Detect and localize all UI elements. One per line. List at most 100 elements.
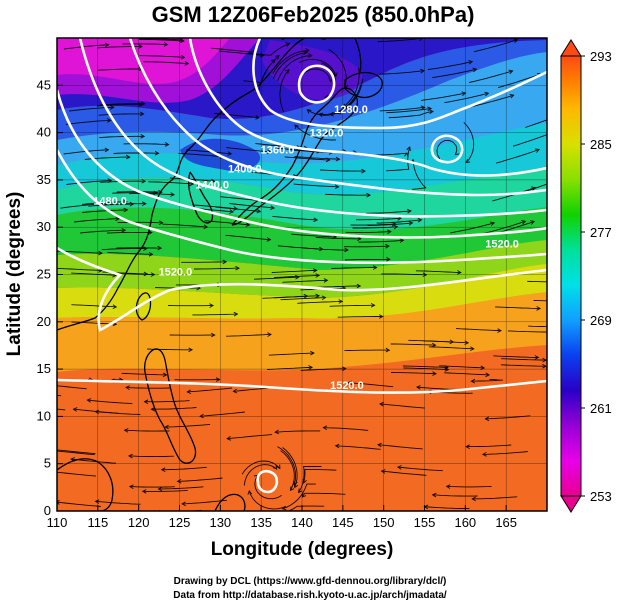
streamline xyxy=(337,316,383,318)
y-tick-label: 35 xyxy=(37,172,51,187)
streamline xyxy=(101,248,147,251)
streamline-arrow xyxy=(356,236,362,242)
streamline xyxy=(57,449,96,455)
streamline-arrow xyxy=(143,271,149,277)
streamline xyxy=(352,226,398,229)
streamline xyxy=(386,108,432,114)
streamline xyxy=(99,103,145,106)
coastline-korea xyxy=(188,171,214,224)
streamline-arrow xyxy=(407,208,412,214)
streamline-arrow xyxy=(295,274,300,280)
streamline-arrow xyxy=(215,377,221,382)
contour-low-east xyxy=(430,134,464,164)
streamline-arrow xyxy=(184,61,190,66)
streamline xyxy=(376,219,422,224)
streamline xyxy=(117,221,163,224)
streamline-arrow xyxy=(20,405,24,409)
streamline-arrow xyxy=(270,205,276,211)
streamline xyxy=(97,68,143,71)
streamline xyxy=(328,49,347,89)
streamline xyxy=(271,269,317,273)
x-tick-label: 140 xyxy=(291,515,313,530)
streamline xyxy=(124,429,170,432)
streamline-arrow xyxy=(51,470,55,474)
streamline-arrow xyxy=(294,124,299,130)
streamline xyxy=(381,273,427,276)
streamline xyxy=(355,217,401,221)
streamline-arrow xyxy=(98,250,103,256)
x-tick-label: 135 xyxy=(250,515,272,530)
colorbar-top-arrow xyxy=(560,39,582,57)
y-axis-ticks: 0 5 10 15 20 25 30 35 40 45 xyxy=(37,77,63,518)
streamline-arrow xyxy=(150,272,156,277)
streamline-arrow xyxy=(157,245,163,251)
streamline-arrow xyxy=(210,178,216,184)
streamline xyxy=(350,223,396,226)
streamline-arrow xyxy=(285,42,291,47)
streamline-arrow xyxy=(513,38,519,44)
x-tick-label: 125 xyxy=(169,515,191,530)
contour-label: 1440.0 xyxy=(195,180,229,192)
streamline-arrow xyxy=(180,54,186,60)
streamline xyxy=(165,423,211,428)
contour-1520-north xyxy=(57,246,547,332)
streamline xyxy=(367,222,413,226)
y-tick-label: 0 xyxy=(44,503,51,518)
streamline-arrow xyxy=(485,372,491,378)
streamline-arrow xyxy=(325,157,331,163)
streamline-arrow xyxy=(444,365,449,370)
streamline-arrow xyxy=(158,220,164,226)
streamline xyxy=(428,346,474,350)
coastline-hokkaido xyxy=(344,71,383,99)
streamline xyxy=(112,192,158,194)
streamline xyxy=(381,470,427,476)
streamline xyxy=(412,159,427,190)
streamline-arrow xyxy=(484,91,490,97)
streamline-arrow xyxy=(497,328,502,333)
colorbar-bottom-arrow xyxy=(560,495,582,513)
streamline-arrow xyxy=(150,406,156,412)
streamline xyxy=(211,47,257,54)
streamline xyxy=(497,73,542,89)
streamline xyxy=(113,379,123,381)
colorbar-labels: 293 285 277 269 261 253 xyxy=(581,49,612,504)
streamline xyxy=(379,403,425,409)
streamline xyxy=(432,494,478,497)
streamline-arrow xyxy=(420,68,425,74)
streamline-arrow xyxy=(160,467,166,472)
streamline-arrow xyxy=(464,340,470,346)
streamline-arrow xyxy=(471,496,476,502)
streamline xyxy=(298,466,322,493)
streamline-arrow xyxy=(318,112,324,118)
streamline-arrow xyxy=(50,449,54,453)
streamline-arrow xyxy=(470,378,476,384)
streamline xyxy=(507,330,547,333)
streamline-arrow xyxy=(209,303,215,308)
streamline-arrow xyxy=(94,499,100,504)
streamline xyxy=(323,427,369,431)
streamline xyxy=(177,477,223,482)
streamline-arrow xyxy=(141,178,147,184)
streamline xyxy=(294,156,340,160)
streamline-arrow xyxy=(431,492,437,498)
colorbar-label: 293 xyxy=(590,49,612,64)
streamline-arrow xyxy=(274,429,279,435)
streamline-arrow xyxy=(344,247,349,253)
streamline-arrow xyxy=(275,55,280,60)
streamline xyxy=(169,177,215,182)
streamline-arrow xyxy=(469,346,475,352)
streamline xyxy=(57,500,59,502)
streamline-arrow xyxy=(420,105,426,110)
streamline xyxy=(528,325,547,328)
contour-1320 xyxy=(188,38,547,177)
streamline xyxy=(335,445,381,450)
streamline xyxy=(87,399,133,405)
streamline-arrow xyxy=(162,372,168,378)
y-tick-label: 30 xyxy=(37,219,51,234)
streamline xyxy=(496,149,540,164)
streamline xyxy=(495,306,541,309)
streamline-arrow xyxy=(164,424,169,430)
streamline xyxy=(415,270,461,274)
streamline-arrow xyxy=(535,148,540,153)
streamline xyxy=(129,486,175,488)
